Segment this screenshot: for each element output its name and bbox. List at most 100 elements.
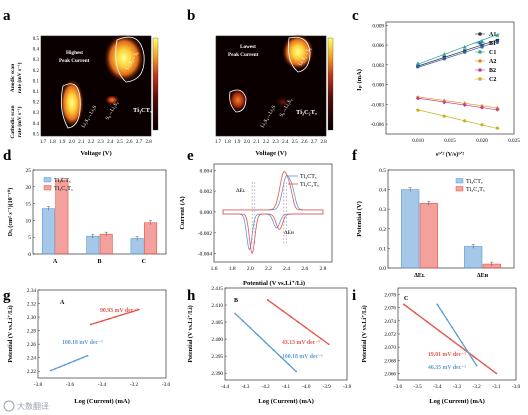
x-tick-label-c: 0.025: [508, 138, 520, 144]
tafel-point-g-s0: [107, 318, 110, 320]
fit-line-A2: [415, 96, 500, 109]
tag-i: C: [404, 296, 408, 302]
y-tick-label-e: -0.002: [198, 231, 212, 237]
point-B2: [462, 103, 467, 108]
x-tick-label-h: -4.3: [241, 384, 250, 390]
panel-letter-c: c: [352, 8, 359, 24]
panel-g: g A 2.34 2.32 2.30 2.28 2.26 2.24 2.22 -3.8 -3.6…: [3, 288, 171, 405]
point-C2: [495, 126, 499, 130]
x-tick-label-g: -3.8: [34, 382, 43, 388]
y-axis-label-f: Potential (V): [356, 201, 363, 237]
x-tick-label-b: 2.5: [292, 140, 299, 145]
tafel-point-g-s0: [95, 321, 98, 324]
plot-area-d: 0 5 10 15 20 25 A B C Ti₃CTₓ Ti₃C₂Tₓ: [26, 168, 158, 265]
x-ticks-a: 1.7 1.8 1.9 2.0 2.1 2.2 2.3 2.4 2.5 2.6 2.7 2.8: [40, 140, 152, 145]
point-B2: [495, 107, 500, 112]
heat-spot-b1: [282, 34, 314, 70]
legend-label-B2: B2: [489, 68, 496, 74]
point-C1: [416, 61, 420, 66]
heat-spot-a1: [104, 34, 144, 82]
heat-spot-a3: [105, 95, 119, 105]
tafel-point-g-s1: [68, 362, 71, 365]
fit-line-B1: [415, 40, 500, 69]
point-B2: [480, 105, 484, 110]
legend-label-C1: C1: [489, 50, 496, 56]
annotation-b-title2: Peak Current: [228, 52, 259, 58]
x-tick-label-i: -3.5: [414, 384, 423, 390]
x-axis-label-e: Potential (V vs.Li⁺/Li): [243, 280, 305, 287]
fit-line-A1: [415, 38, 500, 68]
x-tick-label-e: 2.2: [265, 266, 272, 272]
x-tick-label-e: 2.0: [247, 266, 254, 272]
tafel-point-h-s0: [312, 332, 315, 335]
plot-area-e: 0.004 0.002 0.000 -0.002 -0.004 1.6 1.8 2.0 2.2 2…: [198, 168, 327, 272]
y-axis-label-c: Iₚ (mA): [356, 69, 363, 91]
y-tick-label-i: 2.070: [384, 345, 396, 351]
x-tick-label-h: -4.1: [282, 384, 291, 390]
tafel-point-g-s0: [89, 323, 92, 326]
y-axis-label-i: Potential (V vs.Li⁺/Li): [361, 305, 368, 362]
bar-d-B-s0: [86, 235, 100, 255]
y-tick-label-a: 0.2: [33, 69, 40, 74]
y-axis-label-a-top: Anodic scan: [10, 64, 16, 93]
bar-f-ΔEH-s0: [464, 246, 483, 269]
x-tick-label-i: -3.1: [492, 384, 501, 390]
x-tick-label-g: -3.2: [130, 382, 139, 388]
x-tick-label-a: 2.1: [78, 140, 85, 145]
slope-label-h-blue: 100.18 mV dec⁻¹: [282, 354, 323, 360]
tafel-point-h-s0: [266, 299, 269, 301]
colorbar-a: [152, 37, 159, 131]
tafel-point-h-s1: [234, 312, 237, 315]
y-axis-label-a-bot: Cathodic scan: [10, 105, 16, 138]
x-tick-label-b: 2.0: [244, 140, 251, 145]
tafel-point-g-s1: [77, 358, 80, 361]
watermark-text: 大数翻译: [17, 401, 49, 411]
y-tick-label-d: 10: [26, 218, 32, 224]
plot-area-i: 2.078 2.076 2.074 2.072 2.070 2.068 2.066 -3.6 -…: [384, 293, 520, 390]
x-tick-label-g: -3.4: [98, 382, 107, 388]
x-tick-label-b: 2.8: [320, 140, 327, 145]
plot-area-f: 0.0 0.1 0.2 0.3 0.4 0.5 ΔEʟ ΔEʜ Ti₃CTₓ Ti₃C₂Tₓ: [379, 168, 501, 279]
y-tick-label-a: 0.4: [33, 48, 40, 53]
tafel-point-h-s0: [282, 310, 284, 312]
x-tick-label-i: -3.3: [453, 384, 462, 390]
annotation-e-delta-h: ΔEʜ: [284, 230, 294, 236]
tafel-point-i-s1: [465, 349, 468, 352]
y-tick-label-e: 0.004: [200, 168, 213, 174]
y-tick-label-f: 0.5: [379, 168, 386, 174]
bar-f-ΔEL-s0: [401, 189, 420, 269]
point-B1: [442, 57, 446, 61]
tafel-point-i-s1: [446, 318, 449, 321]
x-tick-label-i: -3.4: [433, 384, 442, 390]
panel-letter-b: b: [187, 8, 195, 24]
x-tick-label-e: 2.6: [301, 266, 308, 272]
heat-spot-b3: [274, 96, 292, 108]
x-tick-label-a: 2.5: [117, 140, 124, 145]
panel-a: a Highest Peak Current Li₂S₄→S₈ Li₂S₄→Li…: [3, 8, 152, 157]
point-B1: [463, 50, 467, 54]
contour-a1: [115, 36, 145, 83]
x-tick-label-a: 2.3: [97, 140, 104, 145]
x-tick-label-h: -4.0: [302, 384, 311, 390]
tafel-point-g-s1: [63, 364, 66, 366]
x-tick-label-a: 2.2: [88, 140, 95, 145]
x-tick-label-g: -3.6: [66, 382, 75, 388]
x-tick-label-b: 1.8: [224, 140, 231, 145]
y-tick-label-d: 0: [28, 252, 31, 258]
colorbar-b: [327, 37, 334, 131]
legend-label-e-0: Ti₃CTₓ: [300, 174, 317, 180]
watermark-icon: [3, 400, 15, 412]
y-tick-label-a: 0.5: [33, 37, 40, 42]
tafel-point-i-s1: [470, 357, 473, 359]
x-tick-label-e: 2.8: [319, 266, 326, 272]
x-tick-label-f: ΔEʜ: [477, 273, 489, 279]
tafel-point-h-s0: [274, 304, 277, 307]
y-tick-label-a: 0.4: [33, 122, 40, 127]
legend-label-f-0: Ti₃CTₓ: [466, 179, 483, 185]
y-axis-label-e: Current (A): [179, 196, 186, 229]
x-tick-label-e: 2.4: [283, 266, 290, 272]
y-tick-label-c: 0.009: [372, 23, 384, 29]
tag-h: B: [234, 298, 238, 304]
panel-d: d 0 5 10 15 20 25 A B C Ti₃CTₓ Ti₃C₂Tₓ Dₗᵢ (cm² s⁻…: [3, 148, 167, 265]
contour-b1: [288, 36, 311, 73]
